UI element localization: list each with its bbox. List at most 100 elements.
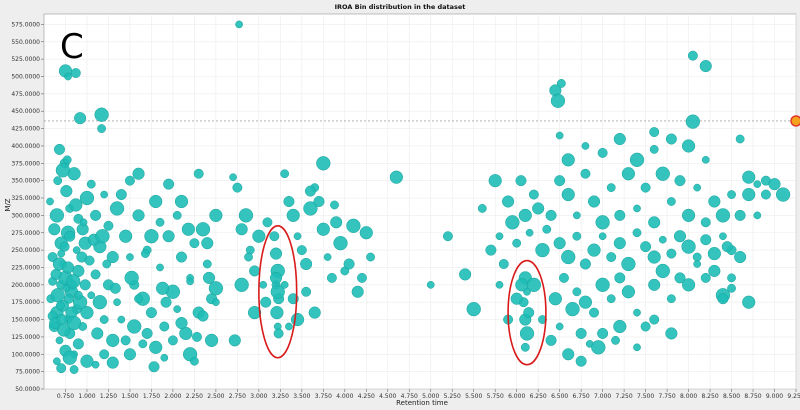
- data-point: [535, 242, 550, 258]
- data-point: [53, 357, 61, 366]
- data-point: [134, 294, 143, 304]
- y-tick-label: 250.0000: [11, 247, 40, 254]
- x-tick-label: 2.000: [164, 393, 181, 400]
- data-point: [753, 211, 762, 220]
- data-point: [346, 218, 361, 233]
- x-tick-label: 5.500: [465, 393, 482, 400]
- data-point: [674, 272, 686, 284]
- data-point: [606, 294, 616, 304]
- data-point: [195, 222, 211, 237]
- data-point: [234, 277, 249, 292]
- data-point: [648, 216, 661, 229]
- data-point: [186, 277, 194, 286]
- data-point: [46, 197, 54, 206]
- data-point: [280, 169, 290, 179]
- data-point: [742, 295, 756, 309]
- panel-label: C: [60, 27, 84, 67]
- data-point: [87, 291, 96, 300]
- y-tick-label: 425.0000: [11, 126, 40, 133]
- x-tick-label: 2.250: [186, 393, 203, 400]
- data-point: [124, 175, 135, 186]
- data-point: [92, 295, 108, 310]
- data-point: [520, 342, 530, 352]
- data-point: [62, 155, 72, 165]
- data-point: [126, 253, 134, 261]
- data-point: [313, 196, 325, 207]
- data-point: [69, 365, 79, 374]
- data-point: [95, 229, 110, 244]
- data-point: [666, 248, 677, 259]
- data-point: [56, 363, 67, 374]
- data-point: [102, 259, 112, 269]
- data-point: [611, 335, 620, 345]
- data-point: [532, 202, 545, 215]
- data-point: [727, 190, 736, 199]
- x-tick-label: 4.750: [401, 393, 418, 400]
- data-point: [655, 166, 670, 181]
- data-point: [235, 223, 248, 236]
- data-point: [357, 272, 367, 283]
- data-point: [91, 327, 104, 340]
- data-point: [685, 114, 701, 129]
- data-point: [351, 285, 364, 298]
- data-point: [252, 229, 266, 243]
- data-point: [648, 278, 661, 291]
- data-point: [176, 251, 188, 263]
- data-point: [735, 134, 745, 144]
- y-tick-label: 375.0000: [11, 160, 40, 167]
- data-point: [658, 235, 667, 244]
- data-points: [46, 20, 791, 374]
- data-point: [181, 222, 195, 236]
- data-point: [326, 272, 337, 283]
- data-point: [60, 185, 73, 198]
- data-point: [174, 194, 189, 209]
- annotation-ellipse: [507, 259, 547, 366]
- x-tick-label: 4.000: [336, 393, 353, 400]
- data-point: [621, 285, 636, 299]
- data-point: [640, 241, 652, 253]
- data-point: [613, 319, 627, 334]
- data-point: [50, 288, 65, 303]
- x-tick-label: 1.750: [143, 393, 160, 400]
- data-point: [562, 348, 575, 361]
- data-point: [768, 178, 781, 191]
- data-point: [572, 211, 581, 220]
- y-tick-label: 300.0000: [11, 212, 40, 219]
- data-point: [629, 152, 645, 167]
- x-tick-label: 9.000: [766, 393, 783, 400]
- data-point: [561, 249, 576, 265]
- y-tick-label: 450.0000: [11, 108, 40, 115]
- y-tick-label: 175.0000: [11, 299, 40, 306]
- y-tick-label: 100.0000: [11, 351, 40, 358]
- data-point: [606, 183, 616, 193]
- data-point: [640, 321, 651, 332]
- data-point: [316, 156, 331, 171]
- data-point: [212, 298, 220, 307]
- data-point: [727, 273, 736, 283]
- data-point: [286, 208, 300, 222]
- data-point: [99, 349, 110, 360]
- data-point: [621, 167, 636, 181]
- data-point: [155, 217, 165, 227]
- data-point: [49, 208, 65, 223]
- data-point: [192, 331, 202, 342]
- data-point: [597, 327, 609, 339]
- data-point: [56, 314, 68, 326]
- data-point: [649, 145, 659, 154]
- y-tick-label: 325.0000: [11, 195, 40, 202]
- data-point: [300, 257, 313, 271]
- data-point: [495, 280, 504, 289]
- y-tick-label: 125.0000: [11, 334, 40, 341]
- x-tick-label: 7.250: [616, 393, 633, 400]
- data-point: [163, 178, 175, 190]
- x-tick-label: 5.000: [422, 393, 439, 400]
- x-tick-label: 7.500: [637, 393, 654, 400]
- data-point: [73, 290, 83, 300]
- x-tick-label: 4.250: [358, 393, 375, 400]
- x-tick-label: 3.250: [272, 393, 289, 400]
- highlight-point: [790, 115, 800, 127]
- data-point: [426, 280, 435, 289]
- x-tick-label: 1.000: [78, 393, 95, 400]
- data-point: [578, 295, 593, 309]
